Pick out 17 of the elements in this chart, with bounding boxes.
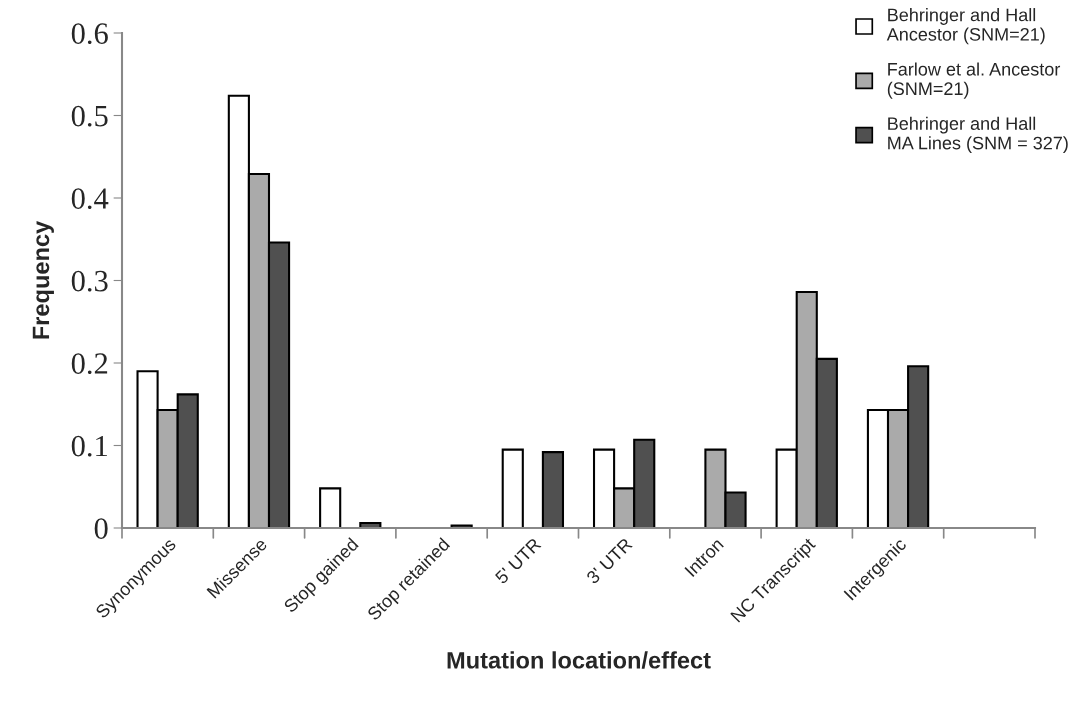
y-tick-label: 0.2 bbox=[71, 353, 108, 375]
y-tick-label: 0.6 bbox=[71, 23, 108, 45]
legend-label: Farlow et al. Ancestor (SNM=21) bbox=[887, 62, 1061, 99]
bar bbox=[501, 448, 524, 528]
y-tick-label: 0.4 bbox=[71, 188, 109, 210]
y-tick-label: 0 bbox=[94, 518, 108, 539]
y-tick-label: 0.5 bbox=[71, 105, 108, 127]
y-tick-label: 0.1 bbox=[71, 435, 107, 457]
legend-label: Behringer and Hall Ancestor (SNM=21) bbox=[886, 8, 1045, 45]
x-axis-title: Mutation location/effect bbox=[447, 651, 711, 669]
bar bbox=[541, 451, 565, 528]
bar bbox=[319, 487, 342, 528]
x-tick-label: 5' UTR bbox=[494, 537, 542, 585]
legend-label: Behringer and Hall MA Lines (SNM = 327) bbox=[888, 116, 1068, 153]
y-tick-label: 0.3 bbox=[71, 270, 108, 292]
y-axis-title: Frequency bbox=[32, 220, 54, 339]
x-tick-label: 3' UTR bbox=[585, 537, 633, 585]
